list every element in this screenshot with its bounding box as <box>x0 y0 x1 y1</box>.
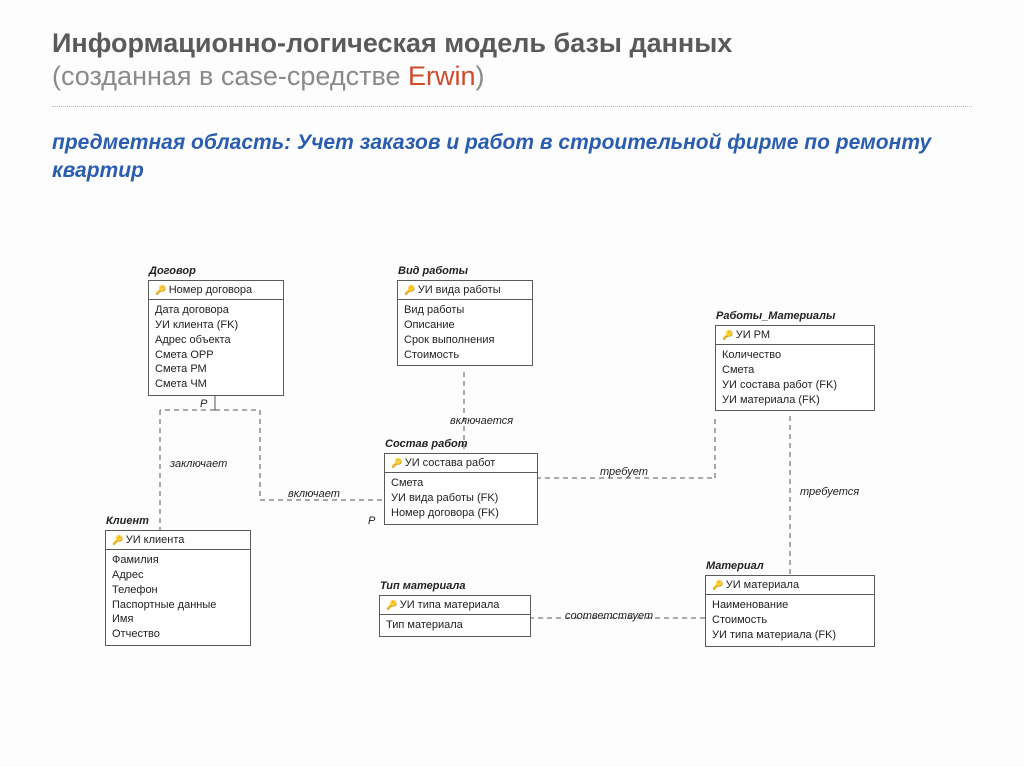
entity-attrs: НаименованиеСтоимостьУИ типа материала (… <box>706 595 874 646</box>
attr: Телефон <box>112 583 244 598</box>
entity-attrs: КоличествоСметаУИ состава работ (FK)УИ м… <box>716 345 874 410</box>
attr: Номер договора (FK) <box>391 506 531 521</box>
entity-material: Материал УИ материала НаименованиеСтоимо… <box>705 575 875 647</box>
entity-pk: УИ типа материала <box>380 596 530 615</box>
entity-raboty-materialy: Работы_Материалы УИ РМ КоличествоСметаУИ… <box>715 325 875 411</box>
entity-pk: УИ состава работ <box>385 454 537 473</box>
entity-attrs: Вид работыОписаниеСрок выполненияСтоимос… <box>398 300 532 365</box>
attr: Паспортные данные <box>112 598 244 613</box>
attr: Стоимость <box>404 348 526 363</box>
entity-pk: Номер договора <box>149 281 283 300</box>
attr: Смета РМ <box>155 362 277 377</box>
attr: Смета <box>391 476 531 491</box>
attr: Фамилия <box>112 553 244 568</box>
attr: Дата договора <box>155 303 277 318</box>
entity-pk: УИ вида работы <box>398 281 532 300</box>
entity-tip-materiala: Тип материала УИ типа материала Тип мате… <box>379 595 531 637</box>
attr: УИ материала (FK) <box>722 393 868 408</box>
attr: УИ типа материала (FK) <box>712 628 868 643</box>
entity-name: Состав работ <box>385 438 468 450</box>
attr: УИ состава работ (FK) <box>722 378 868 393</box>
attr: Стоимость <box>712 613 868 628</box>
attr: УИ клиента (FK) <box>155 318 277 333</box>
attr: Наименование <box>712 598 868 613</box>
entity-sostav-rabot: Состав работ УИ состава работ СметаУИ ви… <box>384 453 538 525</box>
entity-name: Договор <box>149 265 196 277</box>
entity-name: Работы_Материалы <box>716 310 835 322</box>
attr: Смета ОРР <box>155 348 277 363</box>
entity-dogovor: Договор Номер договора Дата договораУИ к… <box>148 280 284 396</box>
entity-attrs: ФамилияАдресТелефонПаспортные данныеИмяО… <box>106 550 250 645</box>
entity-attrs: Дата договораУИ клиента (FK)Адрес объект… <box>149 300 283 395</box>
attr: Адрес объекта <box>155 333 277 348</box>
title2-tool: Erwin <box>408 61 476 91</box>
attr: Смета ЧМ <box>155 377 277 392</box>
attr: Вид работы <box>404 303 526 318</box>
attr: Количество <box>722 348 868 363</box>
entity-pk: УИ РМ <box>716 326 874 345</box>
entity-klient: Клиент УИ клиента ФамилияАдресТелефонПас… <box>105 530 251 646</box>
entity-name: Вид работы <box>398 265 468 277</box>
attr: Имя <box>112 612 244 627</box>
entity-pk: УИ материала <box>706 576 874 595</box>
entity-attrs: Тип материала <box>380 615 530 636</box>
entity-attrs: СметаУИ вида работы (FK)Номер договора (… <box>385 473 537 524</box>
title2-pre: (созданная в case-средстве <box>52 61 408 91</box>
entity-name: Материал <box>706 560 764 572</box>
entity-pk: УИ клиента <box>106 531 250 550</box>
slide-title-2: (созданная в case-средстве Erwin) <box>52 61 972 92</box>
attr: Адрес <box>112 568 244 583</box>
entity-vid-raboty: Вид работы УИ вида работы Вид работыОпис… <box>397 280 533 366</box>
slide-title-1: Информационно-логическая модель базы дан… <box>52 28 972 59</box>
entity-name: Клиент <box>106 515 149 527</box>
entity-name: Тип материала <box>380 580 465 592</box>
title2-post: ) <box>476 61 485 91</box>
attr: Тип материала <box>386 618 524 633</box>
attr: Отчество <box>112 627 244 642</box>
attr: Срок выполнения <box>404 333 526 348</box>
attr: Описание <box>404 318 526 333</box>
attr: Смета <box>722 363 868 378</box>
title-divider <box>52 106 972 107</box>
slide-subtitle: предметная область: Учет заказов и работ… <box>52 129 972 186</box>
attr: УИ вида работы (FK) <box>391 491 531 506</box>
